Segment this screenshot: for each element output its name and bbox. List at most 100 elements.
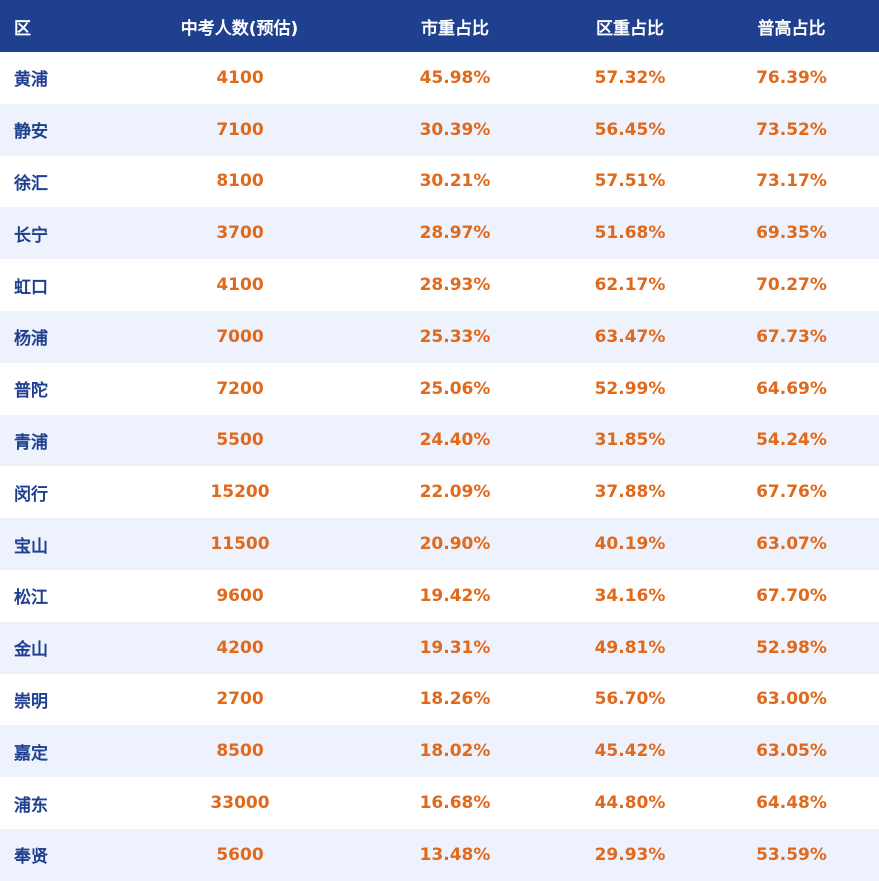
cell-general-high-ratio: 63.00% xyxy=(756,689,827,710)
cell-city-key-ratio: 20.90% xyxy=(419,534,491,555)
cell-district-key-ratio: 31.85% xyxy=(594,430,666,451)
cell-city-key-ratio: 16.68% xyxy=(419,793,491,814)
cell-district: 嘉定 xyxy=(14,743,48,764)
table-row: 闵行 15200 22.09% 37.88% 67.76% xyxy=(0,466,879,519)
cell-district: 闵行 xyxy=(14,484,48,505)
cell-district-key-ratio: 29.93% xyxy=(594,844,666,865)
cell-exam-count: 4100 xyxy=(216,67,264,88)
cell-city-key-ratio: 28.93% xyxy=(419,275,491,296)
table-row: 杨浦 7000 25.33% 63.47% 67.73% xyxy=(0,310,879,363)
cell-district-key-ratio: 49.81% xyxy=(594,637,666,658)
cell-city-key-ratio: 19.31% xyxy=(419,637,491,658)
table-row: 虹口 4100 28.93% 62.17% 70.27% xyxy=(0,259,879,311)
cell-city-key-ratio: 13.48% xyxy=(419,844,491,865)
cell-district: 宝山 xyxy=(14,536,48,557)
cell-district-key-ratio: 57.32% xyxy=(594,67,666,88)
table-body: 黄浦 4100 45.98% 57.32% 76.39% 静安 7100 30.39% 56.4… xyxy=(0,52,879,881)
cell-district-key-ratio: 40.19% xyxy=(594,534,666,555)
cell-district-key-ratio: 62.17% xyxy=(594,275,666,296)
cell-general-high-ratio: 73.17% xyxy=(756,171,827,192)
cell-exam-count: 8100 xyxy=(216,171,264,192)
cell-district: 徐汇 xyxy=(14,173,48,194)
cell-district-key-ratio: 34.16% xyxy=(594,585,666,606)
cell-exam-count: 7100 xyxy=(216,119,264,140)
cell-exam-count: 7200 xyxy=(216,378,264,399)
cell-district: 金山 xyxy=(14,640,48,661)
cell-city-key-ratio: 22.09% xyxy=(419,482,491,503)
table-row: 松江 9600 19.42% 34.16% 67.70% xyxy=(0,569,879,622)
cell-city-key-ratio: 18.02% xyxy=(419,741,491,762)
cell-district: 静安 xyxy=(14,122,48,143)
cell-exam-count: 4100 xyxy=(216,275,264,296)
cell-district-key-ratio: 56.70% xyxy=(594,689,666,710)
table-row: 奉贤 5600 13.48% 29.93% 53.59% xyxy=(0,828,879,881)
cell-general-high-ratio: 63.05% xyxy=(756,741,827,762)
cell-general-high-ratio: 76.39% xyxy=(756,67,827,88)
cell-district: 浦东 xyxy=(14,795,48,816)
cell-district: 杨浦 xyxy=(14,329,48,350)
table-row: 徐汇 8100 30.21% 57.51% 73.17% xyxy=(0,155,879,208)
cell-district: 青浦 xyxy=(14,432,48,453)
cell-district-key-ratio: 57.51% xyxy=(594,171,666,192)
table-row: 普陀 7200 25.06% 52.99% 64.69% xyxy=(0,362,879,415)
cell-district: 崇明 xyxy=(14,691,48,712)
cell-district-key-ratio: 63.47% xyxy=(594,326,666,347)
cell-city-key-ratio: 45.98% xyxy=(419,67,491,88)
cell-exam-count: 3700 xyxy=(216,223,264,244)
header-district: 区 xyxy=(14,18,31,39)
cell-general-high-ratio: 64.69% xyxy=(756,378,827,399)
cell-district-key-ratio: 56.45% xyxy=(594,119,666,140)
cell-city-key-ratio: 18.26% xyxy=(419,689,491,710)
cell-district: 长宁 xyxy=(14,225,48,246)
table-row: 青浦 5500 24.40% 31.85% 54.24% xyxy=(0,414,879,467)
cell-general-high-ratio: 70.27% xyxy=(756,275,827,296)
cell-exam-count: 9600 xyxy=(216,585,264,606)
cell-district-key-ratio: 52.99% xyxy=(594,378,666,399)
cell-district-key-ratio: 51.68% xyxy=(594,223,666,244)
cell-general-high-ratio: 54.24% xyxy=(756,430,827,451)
cell-general-high-ratio: 67.76% xyxy=(756,482,827,503)
table-row: 浦东 33000 16.68% 44.80% 64.48% xyxy=(0,777,879,829)
cell-exam-count: 33000 xyxy=(210,793,270,814)
cell-city-key-ratio: 28.97% xyxy=(419,223,491,244)
cell-exam-count: 5500 xyxy=(216,430,264,451)
table-row: 崇明 2700 18.26% 56.70% 63.00% xyxy=(0,673,879,726)
cell-city-key-ratio: 19.42% xyxy=(419,585,491,606)
header-district-key-ratio: 区重占比 xyxy=(596,18,664,39)
cell-exam-count: 8500 xyxy=(216,741,264,762)
cell-general-high-ratio: 67.73% xyxy=(756,326,827,347)
header-exam-count: 中考人数(预估) xyxy=(180,18,299,39)
table-row: 黄浦 4100 45.98% 57.32% 76.39% xyxy=(0,52,879,104)
header-general-high-ratio: 普高占比 xyxy=(757,18,826,39)
cell-exam-count: 11500 xyxy=(210,534,270,555)
table-header-row: 区 中考人数(预估) 市重占比 区重占比 普高占比 xyxy=(0,0,879,52)
cell-district: 松江 xyxy=(14,588,48,609)
cell-district-key-ratio: 44.80% xyxy=(594,793,666,814)
cell-exam-count: 2700 xyxy=(216,689,264,710)
cell-exam-count: 5600 xyxy=(216,844,264,865)
cell-general-high-ratio: 53.59% xyxy=(756,844,827,865)
cell-district-key-ratio: 37.88% xyxy=(594,482,666,503)
cell-district: 黄浦 xyxy=(14,70,48,91)
cell-exam-count: 7000 xyxy=(216,326,264,347)
cell-general-high-ratio: 64.48% xyxy=(756,793,827,814)
table-row: 嘉定 8500 18.02% 45.42% 63.05% xyxy=(0,725,879,778)
cell-city-key-ratio: 25.06% xyxy=(419,378,491,399)
table-row: 长宁 3700 28.97% 51.68% 69.35% xyxy=(0,207,879,260)
cell-exam-count: 15200 xyxy=(210,482,270,503)
cell-general-high-ratio: 67.70% xyxy=(756,585,827,606)
header-city-key-ratio: 市重占比 xyxy=(421,18,489,39)
cell-city-key-ratio: 24.40% xyxy=(419,430,491,451)
cell-general-high-ratio: 69.35% xyxy=(756,223,827,244)
cell-exam-count: 4200 xyxy=(216,637,264,658)
cell-district-key-ratio: 45.42% xyxy=(594,741,666,762)
table-row: 宝山 11500 20.90% 40.19% 63.07% xyxy=(0,518,879,570)
cell-city-key-ratio: 30.21% xyxy=(419,171,491,192)
table-row: 静安 7100 30.39% 56.45% 73.52% xyxy=(0,103,879,156)
table-row: 金山 4200 19.31% 49.81% 52.98% xyxy=(0,621,879,674)
cell-city-key-ratio: 30.39% xyxy=(419,119,491,140)
cell-general-high-ratio: 63.07% xyxy=(756,534,827,555)
cell-city-key-ratio: 25.33% xyxy=(419,326,491,347)
cell-district: 奉贤 xyxy=(14,847,48,868)
